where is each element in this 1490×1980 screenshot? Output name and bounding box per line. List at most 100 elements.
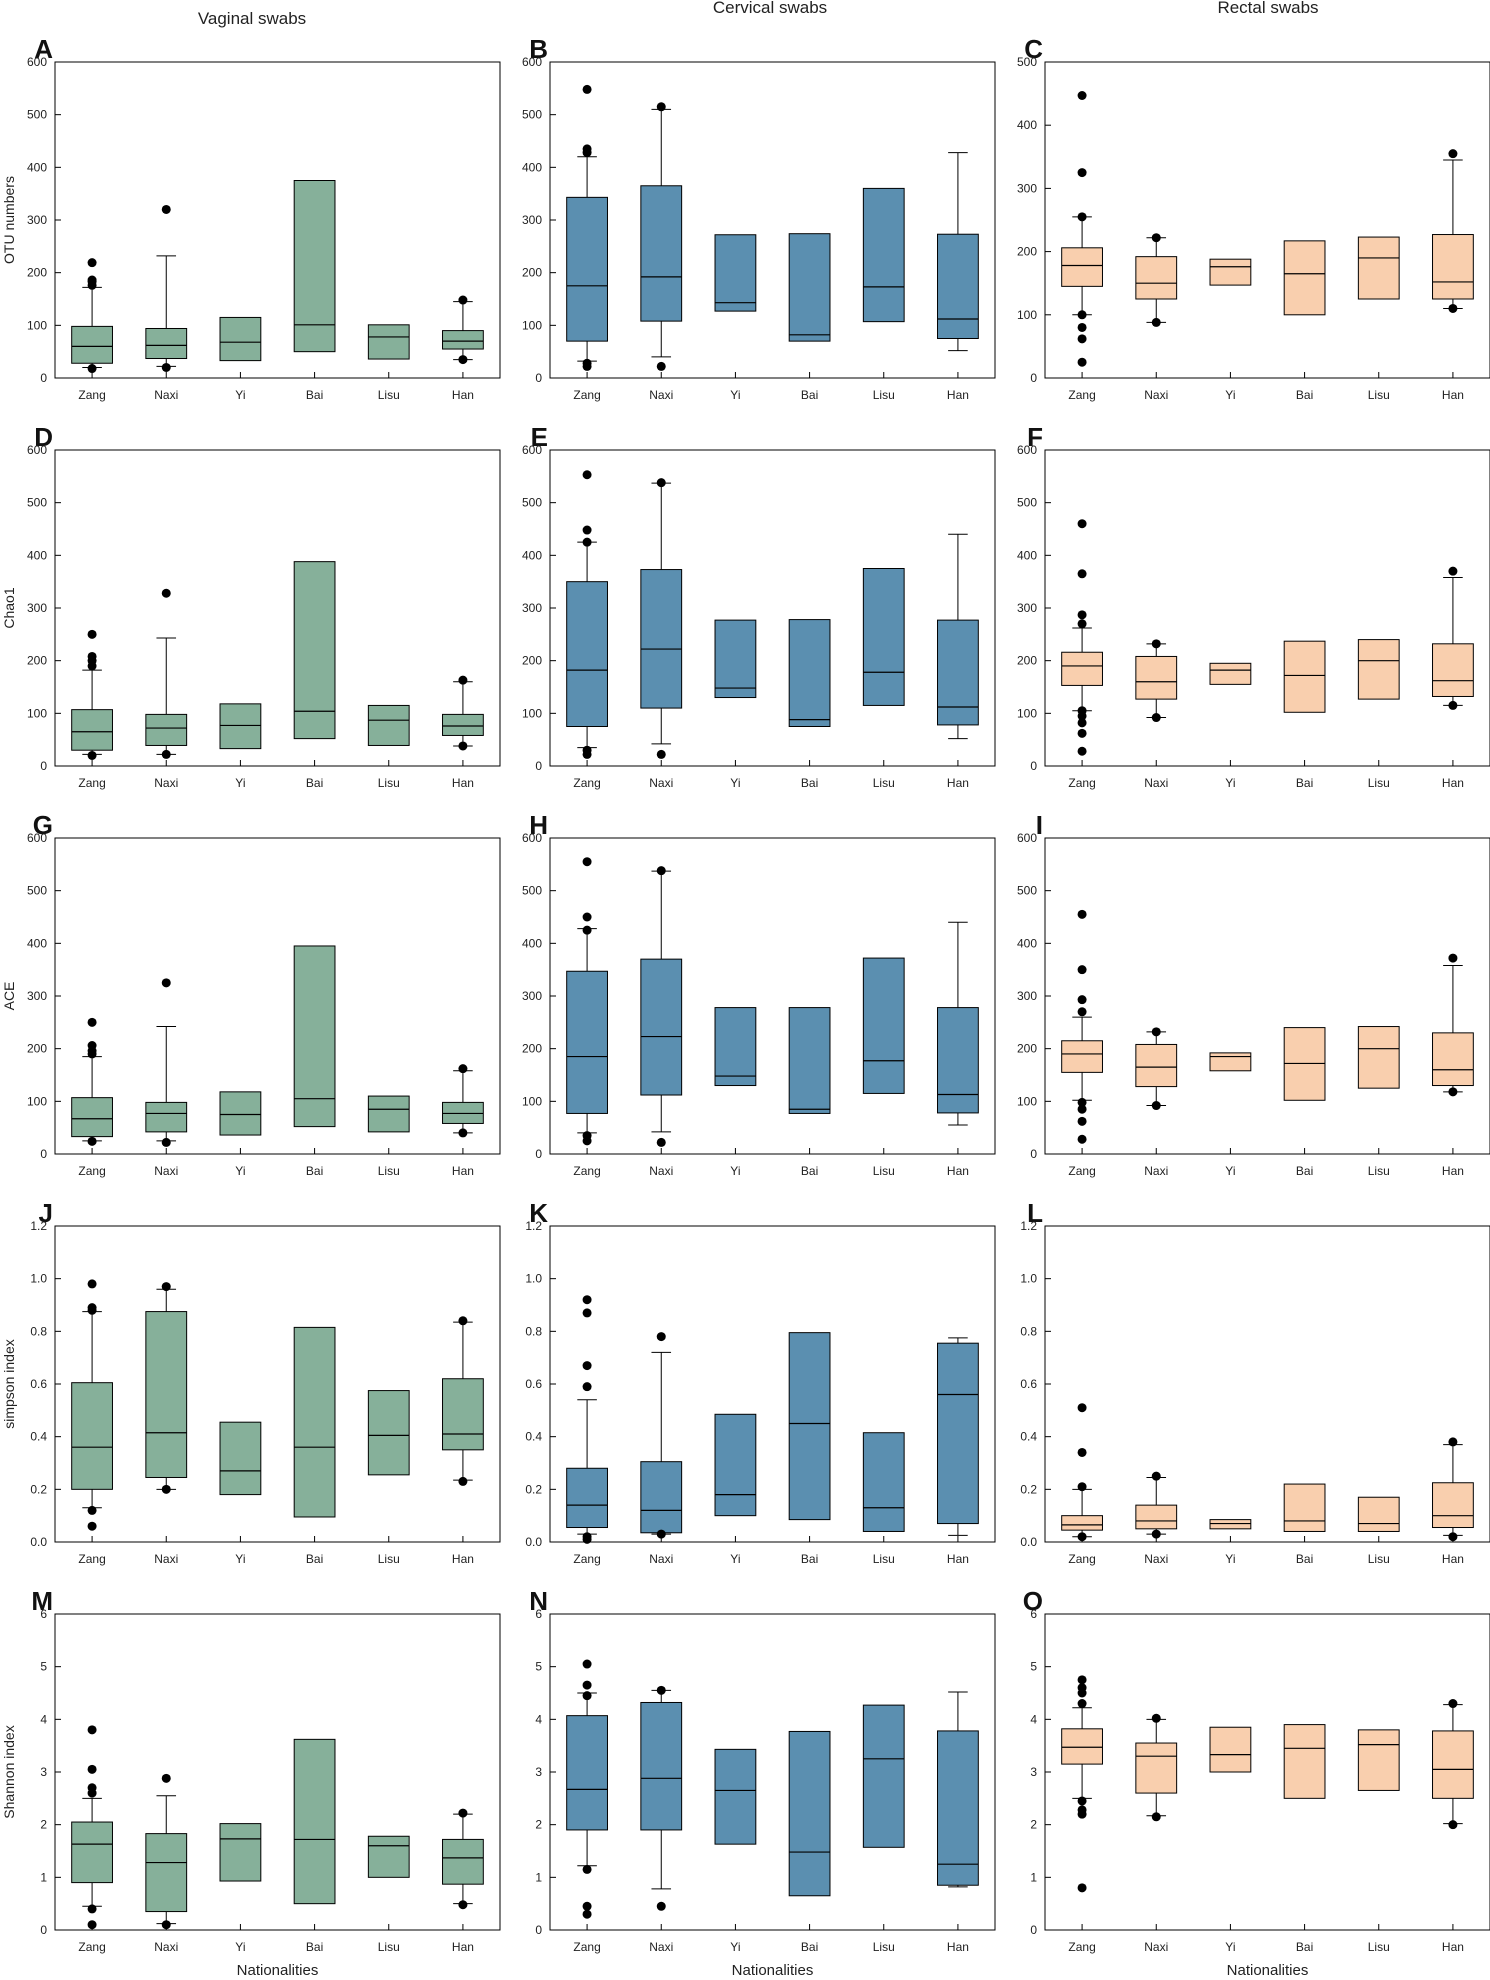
outlier-point xyxy=(161,1920,171,1930)
box-iqr xyxy=(442,713,484,736)
box-iqr xyxy=(1357,1729,1400,1791)
box-iqr xyxy=(145,1833,188,1913)
box-lisu xyxy=(862,1432,905,1532)
panel-c: C 0 100 200 300 400 500 Zang Naxi Yi Bai Lisu Han xyxy=(1017,34,1490,402)
box-yi xyxy=(1209,1726,1252,1773)
y-axis-label: simpson index xyxy=(1,1339,17,1429)
box-iqr xyxy=(937,1342,979,1525)
box-iqr xyxy=(937,233,979,339)
outlier-point xyxy=(87,1303,97,1313)
y-tick-label: 6 xyxy=(535,1607,542,1621)
outlier-point xyxy=(582,1532,592,1542)
y-tick-label: 600 xyxy=(1017,831,1037,845)
box-iqr xyxy=(862,568,905,706)
x-tick-label: Zang xyxy=(1068,388,1095,402)
x-tick-label: Naxi xyxy=(1144,1552,1168,1566)
x-tick-label: Lisu xyxy=(873,776,895,790)
box-iqr xyxy=(714,1413,757,1517)
y-tick-label: 4 xyxy=(40,1712,47,1726)
x-tick-label: Lisu xyxy=(873,1940,895,1954)
y-tick-label: 200 xyxy=(1017,1042,1037,1056)
box-yi xyxy=(1209,662,1252,685)
y-tick-label: 300 xyxy=(522,213,542,227)
x-tick-label: Bai xyxy=(306,388,323,402)
y-tick-label: 1 xyxy=(535,1870,542,1884)
box-lisu xyxy=(862,187,905,323)
y-tick-label: 200 xyxy=(1017,245,1037,259)
plot-frame xyxy=(549,1225,996,1543)
x-tick-label: Zang xyxy=(78,1164,105,1178)
box-iqr xyxy=(219,1823,262,1882)
x-tick-label: Zang xyxy=(1068,1164,1095,1178)
box-naxi xyxy=(1135,639,1178,723)
panel-label: G xyxy=(33,810,53,840)
y-tick-label: 500 xyxy=(522,108,542,122)
outlier-point xyxy=(582,358,592,368)
box-iqr xyxy=(1283,240,1326,316)
box-yi xyxy=(714,1007,757,1087)
outlier-point xyxy=(582,857,592,867)
box-iqr xyxy=(1283,1483,1326,1532)
y-axis-label: Chao1 xyxy=(1,587,17,628)
box-bai xyxy=(788,1730,831,1897)
x-tick-label: Han xyxy=(452,776,474,790)
box-iqr xyxy=(862,1704,905,1848)
y-tick-label: 300 xyxy=(1017,181,1037,195)
x-tick-label: Bai xyxy=(306,1552,323,1566)
box-iqr xyxy=(640,1701,683,1831)
x-tick-label: Yi xyxy=(235,1940,245,1954)
outlier-point xyxy=(87,364,97,374)
y-axis-label: Shannon index xyxy=(1,1725,17,1818)
box-iqr xyxy=(1135,655,1178,700)
box-han xyxy=(442,295,484,365)
panel-label: A xyxy=(34,34,53,64)
x-tick-label: Han xyxy=(1442,1940,1464,1954)
y-tick-label: 0 xyxy=(535,1923,542,1937)
x-tick-label: Han xyxy=(947,776,969,790)
box-iqr xyxy=(788,1332,831,1521)
outlier-point xyxy=(1077,619,1087,629)
box-iqr xyxy=(145,713,188,746)
outlier-point xyxy=(161,1282,171,1292)
box-iqr xyxy=(1135,1043,1178,1088)
y-tick-label: 1.0 xyxy=(30,1272,47,1286)
y-tick-label: 400 xyxy=(522,160,542,174)
outlier-point xyxy=(1077,519,1087,529)
outlier-point xyxy=(87,629,97,639)
box-iqr xyxy=(862,187,905,323)
box-lisu xyxy=(862,957,905,1094)
outlier-point xyxy=(1077,212,1087,222)
box-zang xyxy=(1061,909,1103,1144)
box-bai xyxy=(293,180,336,353)
outlier-point xyxy=(1448,149,1458,159)
x-tick-label: Zang xyxy=(78,776,105,790)
outlier-point xyxy=(1151,713,1161,723)
box-lisu xyxy=(862,568,905,706)
outlier-point xyxy=(87,1505,97,1515)
y-tick-label: 0.8 xyxy=(525,1324,542,1338)
box-iqr xyxy=(640,1461,683,1534)
y-tick-label: 400 xyxy=(1017,118,1037,132)
outlier-point xyxy=(161,1773,171,1783)
y-tick-label: 0.6 xyxy=(525,1377,542,1391)
x-tick-label: Han xyxy=(1442,776,1464,790)
x-tick-label: Naxi xyxy=(1144,776,1168,790)
outlier-point xyxy=(161,204,171,214)
outlier-point xyxy=(1151,1471,1161,1481)
box-bai xyxy=(1283,240,1326,316)
box-iqr xyxy=(293,1326,336,1518)
box-lisu xyxy=(367,1390,410,1476)
y-tick-label: 1.0 xyxy=(1020,1272,1037,1286)
y-tick-label: 4 xyxy=(1030,1712,1037,1726)
box-iqr xyxy=(71,709,113,751)
x-tick-label: Lisu xyxy=(378,776,400,790)
y-tick-label: 600 xyxy=(27,831,47,845)
y-tick-label: 300 xyxy=(27,989,47,1003)
outlier-point xyxy=(1077,1675,1087,1685)
box-iqr xyxy=(714,1007,757,1087)
box-iqr xyxy=(367,704,410,746)
outlier-point xyxy=(582,1659,592,1669)
box-iqr xyxy=(937,619,979,726)
